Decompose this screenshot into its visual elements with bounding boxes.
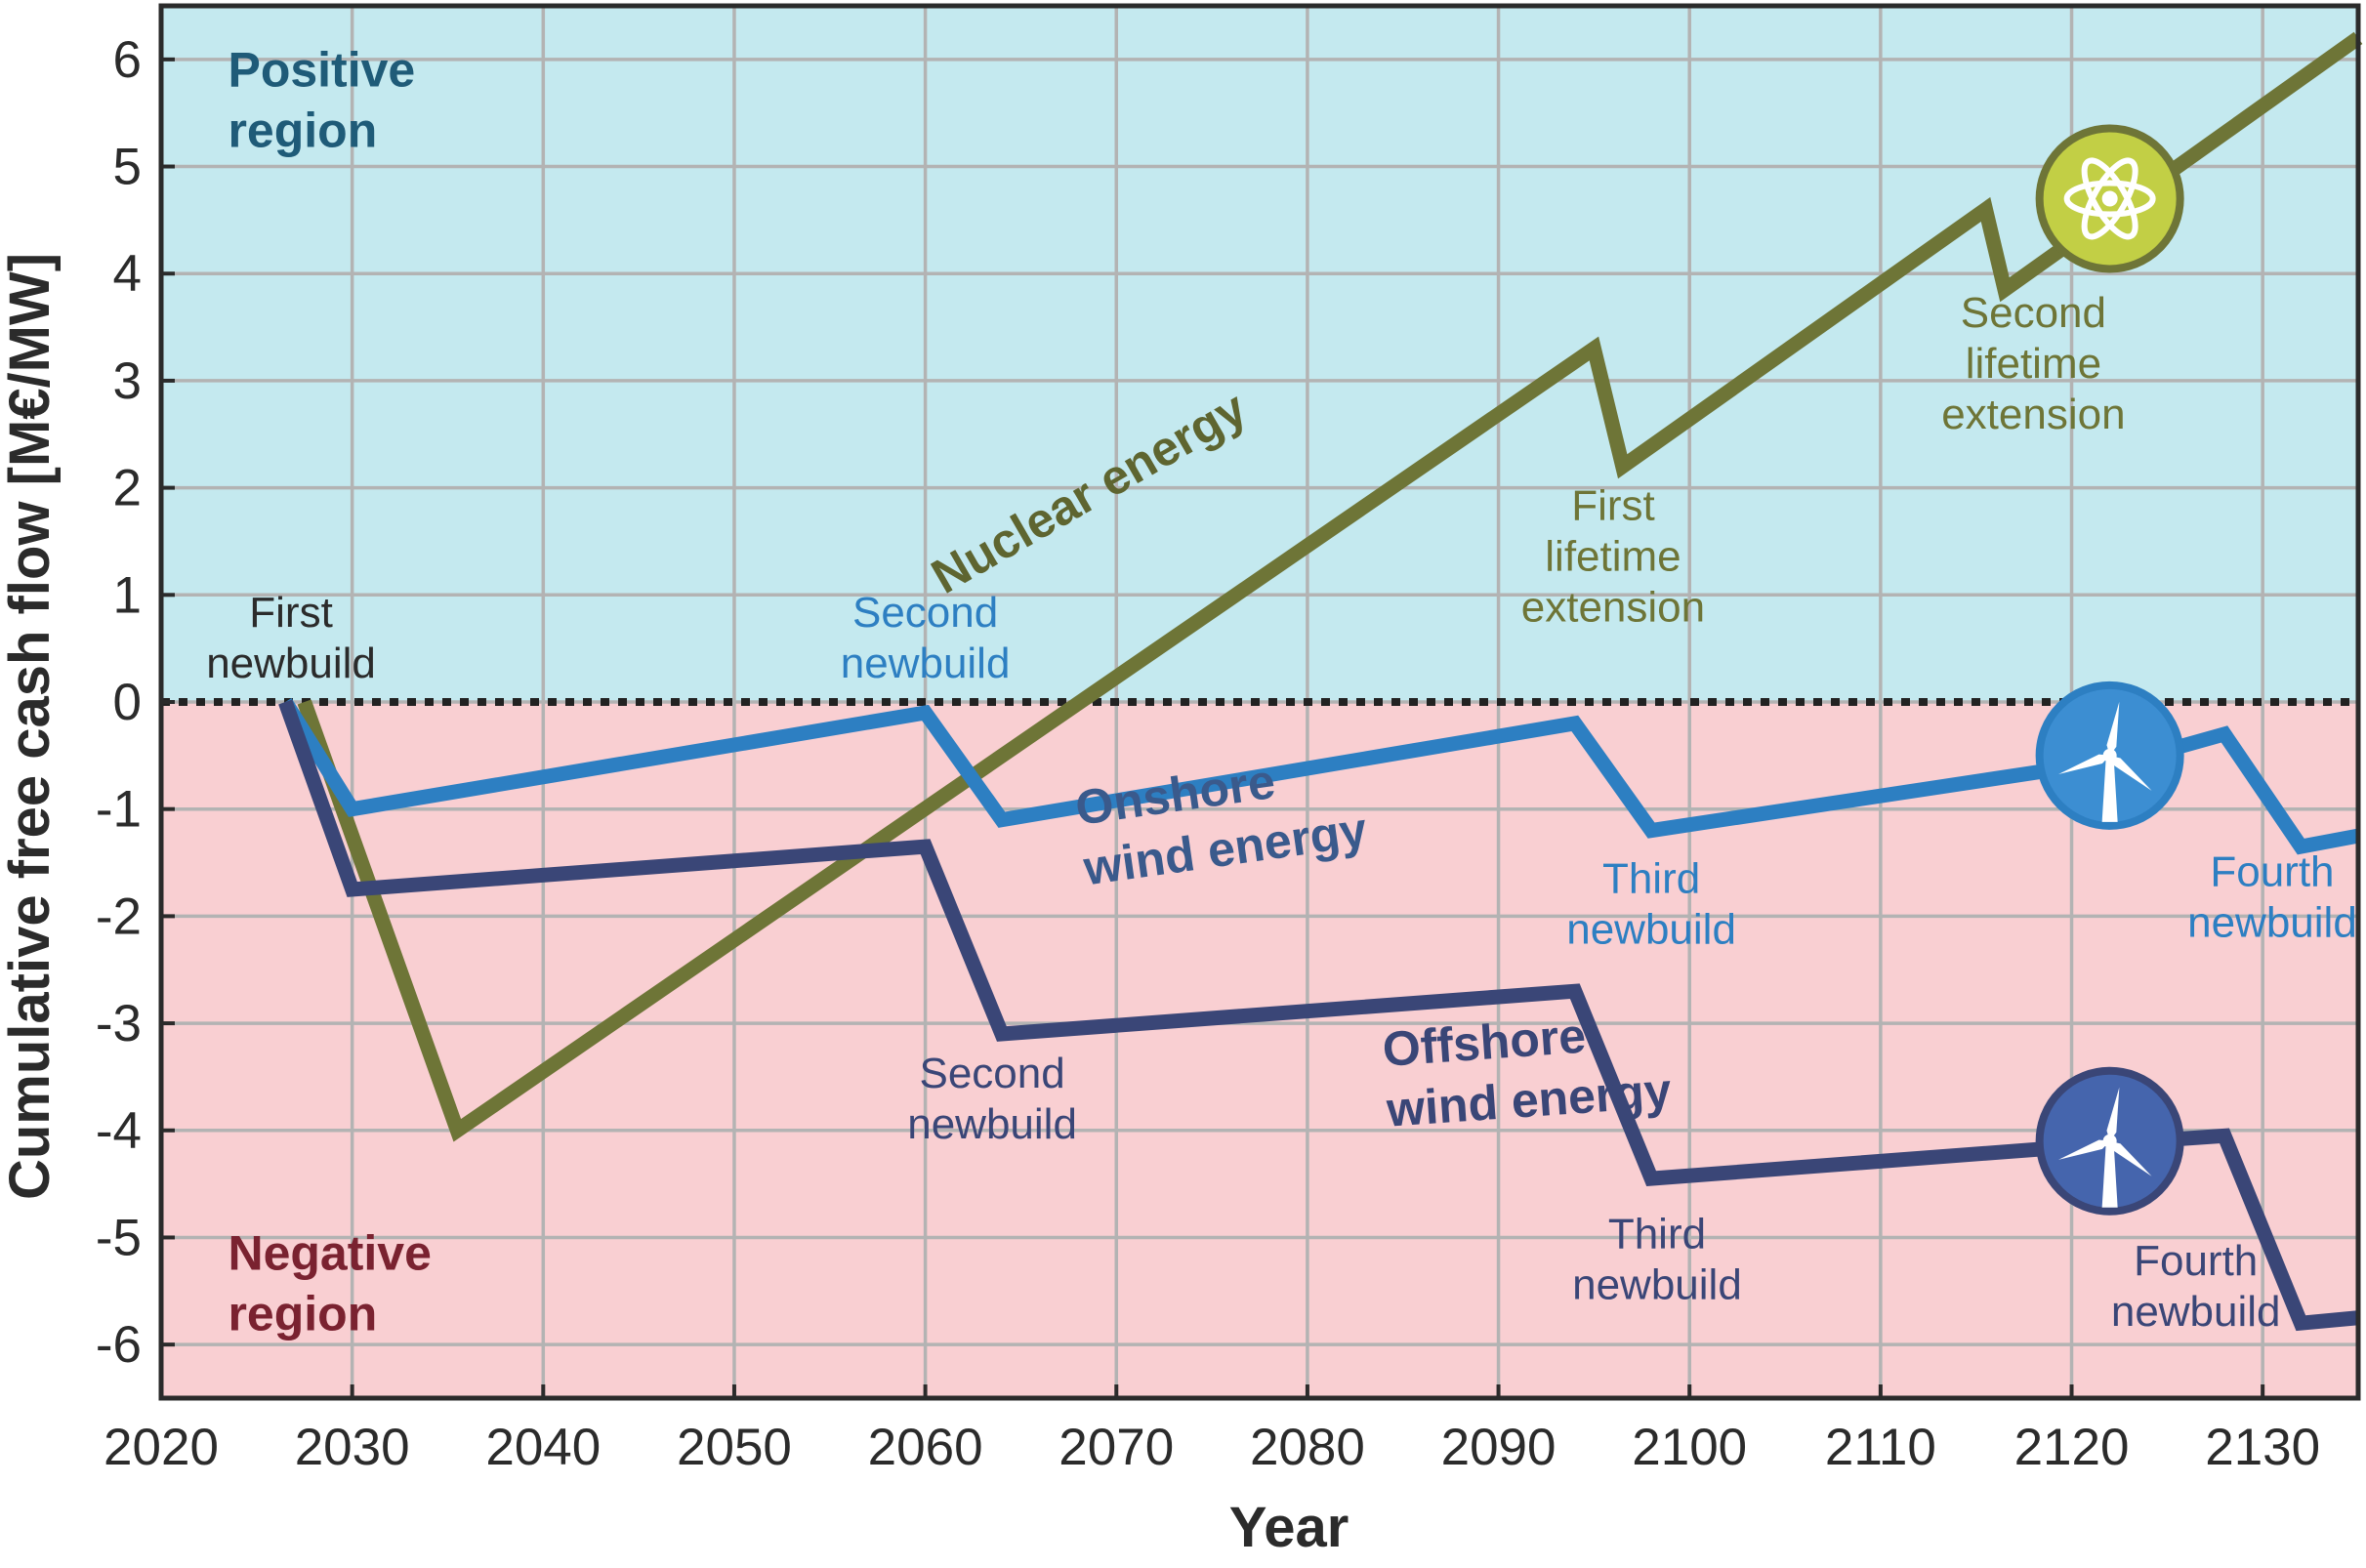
y-tick-label: 1 <box>113 566 142 624</box>
x-tick-label: 2060 <box>868 1419 983 1476</box>
y-tick-label: 4 <box>113 245 142 303</box>
annotation-line: First <box>249 589 333 637</box>
turbine-blade <box>2106 701 2120 756</box>
annotation-line: Second <box>1961 289 2106 337</box>
annotation-line: newbuild <box>841 640 1011 687</box>
x-tick-label: 2050 <box>677 1419 792 1476</box>
x-tick-label: 2100 <box>1632 1419 1747 1476</box>
annotation-line: Third <box>1608 1210 1706 1258</box>
annotation-line: Second <box>919 1050 1064 1097</box>
x-tick-label: 2070 <box>1058 1419 1174 1476</box>
annotation-8: Third newbuild <box>1572 1210 1742 1308</box>
y-tick-label: -1 <box>96 781 142 839</box>
annotation-line: Negative <box>228 1225 431 1280</box>
y-tick-label: 5 <box>113 139 142 196</box>
annotation-line: newbuild <box>907 1100 1077 1148</box>
annotation-line: Positive <box>228 42 415 97</box>
nuclear-energy-line <box>297 31 2363 1142</box>
annotation-line: newbuild <box>206 640 376 687</box>
y-tick-label: -3 <box>96 995 142 1052</box>
regions-layer <box>161 6 2358 1398</box>
atom-orbit <box>2081 157 2138 240</box>
x-tick-label: 2130 <box>2205 1419 2320 1476</box>
annotation-line: newbuild <box>2111 1288 2281 1336</box>
grid-layer <box>159 6 2358 1398</box>
atom-nucleus <box>2101 190 2118 207</box>
y-tick-label: 2 <box>113 460 142 517</box>
annotation-line: Second <box>852 589 998 637</box>
annotation-line: newbuild <box>1572 1260 1742 1308</box>
onshore-wind-energy-line <box>278 698 2360 855</box>
annotation-10: Fourth newbuild <box>2111 1237 2281 1336</box>
y-tick-label: -2 <box>96 887 142 945</box>
offshore-wind-energy-line <box>278 699 2359 1332</box>
annotation-line: Third <box>1602 854 1700 902</box>
series-layer <box>278 31 2363 1332</box>
annotation-5: First lifetime extension <box>1521 482 1705 632</box>
x-tick-label: 2110 <box>1825 1419 1936 1476</box>
atom-orbit <box>2081 157 2138 240</box>
annotation-line: Fourth <box>2134 1237 2258 1285</box>
annotation-line: newbuild <box>2187 899 2357 947</box>
turbine-blade <box>2109 755 2152 791</box>
y-axis-title: Cumulative free cash flow [M€/MW] <box>0 253 62 1200</box>
annotation-line: lifetime <box>1545 533 1681 581</box>
turbine-tower <box>2101 1143 2118 1208</box>
atom-icon <box>2035 124 2184 273</box>
x-tick-label: 2030 <box>295 1419 410 1476</box>
turbine-blade <box>2058 754 2110 775</box>
y-tick-label: -6 <box>96 1316 142 1374</box>
annotation-line: extension <box>1941 391 2125 438</box>
wind-turbine-icon <box>2035 1066 2184 1216</box>
annotation-0: Positive region <box>228 42 415 157</box>
annotation-3: Second newbuild <box>841 589 1011 687</box>
turbine-hub <box>2102 1134 2117 1148</box>
negative-region <box>161 702 2358 1398</box>
annotation-line: region <box>228 1286 377 1341</box>
x-tick-label: 2020 <box>104 1419 219 1476</box>
annotation-line: region <box>228 103 377 157</box>
turbine-blade <box>2109 1140 2152 1176</box>
annotation-4: Second newbuild <box>907 1050 1077 1148</box>
annotation-line: First <box>1571 482 1655 530</box>
turbine-tower <box>2101 758 2118 822</box>
x-tick-label: 2080 <box>1250 1419 1365 1476</box>
axes-layer: 2020 2030 2040 2050 2060 2070 2080 2090 2100 2110… <box>96 3 2361 1476</box>
annotation-6: Second lifetime extension <box>1941 289 2125 438</box>
annotation-1: Negative region <box>228 1225 431 1341</box>
atom-orbit <box>2063 180 2156 218</box>
annotation-2: First newbuild <box>206 589 376 687</box>
annotation-line: newbuild <box>1566 905 1736 953</box>
y-tick-label: -4 <box>96 1102 142 1160</box>
turbine-hub <box>2102 748 2117 763</box>
x-tick-label: 2090 <box>1441 1419 1557 1476</box>
wind-turbine-icon <box>2035 681 2184 830</box>
x-axis-title: Year <box>1229 1496 1349 1559</box>
x-tick-label: 2120 <box>2014 1419 2130 1476</box>
y-tick-label: 0 <box>113 674 142 731</box>
icons-layer <box>2035 124 2184 1216</box>
turbine-blade <box>2058 1139 2110 1160</box>
annotation-line: lifetime <box>1966 340 2101 388</box>
turbine-blade <box>2106 1087 2120 1141</box>
annotation-7: Third newbuild <box>1566 854 1736 953</box>
x-tick-label: 2040 <box>485 1419 601 1476</box>
y-tick-label: -5 <box>96 1209 142 1266</box>
annotation-line: Fourth <box>2210 848 2334 896</box>
annotation-9: Fourth newbuild <box>2187 848 2357 947</box>
annotation-line: extension <box>1521 584 1705 632</box>
y-tick-label: 3 <box>113 352 142 410</box>
y-tick-label: 6 <box>113 31 142 89</box>
